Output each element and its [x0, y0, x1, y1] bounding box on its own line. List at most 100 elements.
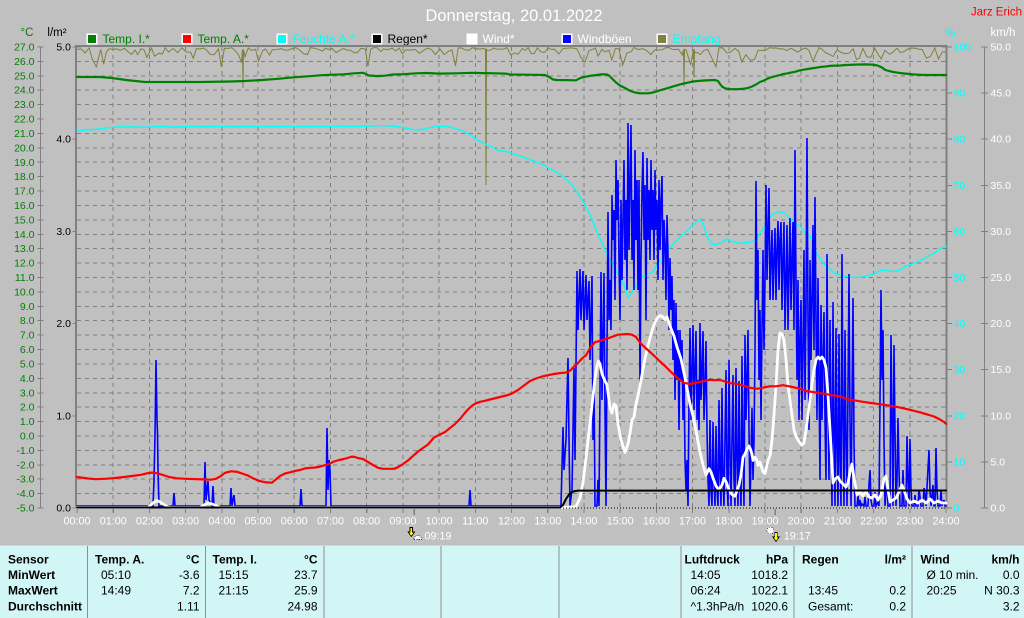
svg-text:2.0: 2.0 — [56, 318, 71, 330]
svg-text:13:45: 13:45 — [808, 584, 838, 598]
svg-text:1018.2: 1018.2 — [751, 568, 788, 582]
svg-text:23.7: 23.7 — [294, 568, 318, 582]
svg-text:30: 30 — [954, 364, 966, 376]
svg-text:20.0: 20.0 — [991, 318, 1012, 330]
svg-text:50.0: 50.0 — [991, 42, 1012, 54]
svg-text:0.0: 0.0 — [991, 503, 1006, 515]
svg-text:Durchschnitt: Durchschnitt — [8, 600, 82, 614]
svg-text:60: 60 — [954, 226, 966, 238]
svg-text:80: 80 — [954, 134, 966, 146]
svg-text:14:00: 14:00 — [570, 516, 597, 528]
svg-text:MinWert: MinWert — [8, 568, 55, 582]
svg-text:40.0: 40.0 — [991, 134, 1012, 146]
svg-text:10.0: 10.0 — [991, 410, 1012, 422]
svg-text:24:00: 24:00 — [932, 516, 959, 528]
svg-text:2.0: 2.0 — [20, 402, 35, 414]
svg-text:20:25: 20:25 — [927, 584, 957, 598]
svg-text:24.98: 24.98 — [287, 600, 317, 614]
svg-text:14:49: 14:49 — [101, 584, 131, 598]
svg-text:02:00: 02:00 — [136, 516, 163, 528]
svg-text:15:15: 15:15 — [219, 568, 249, 582]
svg-text:14:05: 14:05 — [691, 568, 721, 582]
svg-text:09:19: 09:19 — [424, 531, 451, 543]
svg-text:13:00: 13:00 — [534, 516, 561, 528]
svg-text:4.0: 4.0 — [20, 373, 35, 385]
svg-text:26.0: 26.0 — [14, 56, 35, 68]
svg-text:22.0: 22.0 — [14, 114, 35, 126]
svg-text:25.9: 25.9 — [294, 584, 318, 598]
svg-text:21.0: 21.0 — [14, 128, 35, 140]
svg-text:06:24: 06:24 — [691, 584, 721, 598]
svg-text:11:00: 11:00 — [462, 516, 488, 528]
svg-text:^1.3hPa/h: ^1.3hPa/h — [691, 600, 745, 614]
svg-text:25.0: 25.0 — [14, 70, 35, 82]
svg-text:07:00: 07:00 — [317, 516, 344, 528]
svg-text:17.0: 17.0 — [14, 186, 35, 198]
svg-text:1020.6: 1020.6 — [751, 600, 788, 614]
svg-text:Regen*: Regen* — [388, 32, 428, 46]
svg-text:16:00: 16:00 — [643, 516, 670, 528]
svg-text:3.0: 3.0 — [56, 226, 71, 238]
svg-text:05:10: 05:10 — [101, 568, 131, 582]
svg-text:01:00: 01:00 — [100, 516, 127, 528]
svg-text:10.0: 10.0 — [14, 286, 35, 298]
svg-text:l/m²: l/m² — [885, 553, 906, 567]
svg-text:Feuchte A.*: Feuchte A.* — [293, 32, 355, 46]
svg-text:22:00: 22:00 — [860, 516, 887, 528]
svg-text:0.2: 0.2 — [889, 600, 906, 614]
svg-text:°C: °C — [186, 553, 200, 567]
svg-text:05:00: 05:00 — [245, 516, 272, 528]
svg-text:04:00: 04:00 — [208, 516, 235, 528]
svg-text:23.0: 23.0 — [14, 99, 35, 111]
svg-text:0.2: 0.2 — [889, 584, 906, 598]
svg-text:19:17: 19:17 — [784, 531, 811, 543]
svg-text:100: 100 — [954, 42, 972, 54]
svg-text:16.0: 16.0 — [14, 200, 35, 212]
svg-text:Temp. I.: Temp. I. — [213, 553, 257, 567]
svg-text:40: 40 — [954, 318, 966, 330]
svg-text:7.2: 7.2 — [183, 584, 200, 598]
svg-text:-3.0: -3.0 — [16, 474, 34, 486]
svg-text:Temp. A.*: Temp. A.* — [198, 32, 250, 46]
svg-text:35.0: 35.0 — [991, 180, 1012, 192]
svg-text:20.0: 20.0 — [14, 142, 35, 154]
svg-text:Jarz Erich: Jarz Erich — [971, 7, 1022, 19]
svg-text:11.0: 11.0 — [15, 272, 35, 284]
svg-text:9.0: 9.0 — [20, 301, 35, 313]
svg-text:5.0: 5.0 — [991, 456, 1006, 468]
svg-text:0: 0 — [954, 503, 960, 515]
svg-text:18:00: 18:00 — [715, 516, 742, 528]
svg-text:10: 10 — [954, 456, 966, 468]
svg-text:09:00: 09:00 — [389, 516, 416, 528]
svg-text:Wind: Wind — [921, 553, 950, 567]
svg-text:19:00: 19:00 — [751, 516, 778, 528]
svg-text:17:00: 17:00 — [679, 516, 706, 528]
svg-text:24.0: 24.0 — [14, 85, 35, 97]
svg-text:5.0: 5.0 — [56, 42, 71, 54]
svg-text:MaxWert: MaxWert — [8, 584, 58, 598]
svg-text:50: 50 — [954, 272, 966, 284]
svg-text:08:00: 08:00 — [353, 516, 380, 528]
svg-text:°C: °C — [304, 553, 318, 567]
svg-text:4.0: 4.0 — [56, 134, 71, 146]
svg-text:7.0: 7.0 — [20, 330, 35, 342]
svg-text:5.0: 5.0 — [20, 358, 35, 370]
svg-text:06:00: 06:00 — [281, 516, 308, 528]
svg-text:km/h: km/h — [991, 27, 1016, 39]
svg-text:l/m²: l/m² — [47, 27, 66, 39]
svg-text:N 30.3: N 30.3 — [984, 584, 1020, 598]
svg-text:10:00: 10:00 — [426, 516, 453, 528]
svg-text:Regen: Regen — [802, 553, 839, 567]
svg-text:3.2: 3.2 — [1003, 600, 1020, 614]
svg-text:Sensor: Sensor — [8, 553, 49, 567]
svg-text:Wind*: Wind* — [483, 32, 515, 46]
svg-text:hPa: hPa — [766, 553, 788, 567]
svg-text:Windböen: Windböen — [578, 32, 632, 46]
svg-text:-5.0: -5.0 — [16, 503, 34, 515]
svg-text:Luftdruck: Luftdruck — [685, 553, 741, 567]
svg-text:15.0: 15.0 — [991, 364, 1012, 376]
svg-text:-1.0: -1.0 — [16, 445, 34, 457]
svg-text:0.0: 0.0 — [1003, 568, 1020, 582]
svg-text:1.0: 1.0 — [56, 410, 71, 422]
svg-text:19.0: 19.0 — [14, 157, 35, 169]
